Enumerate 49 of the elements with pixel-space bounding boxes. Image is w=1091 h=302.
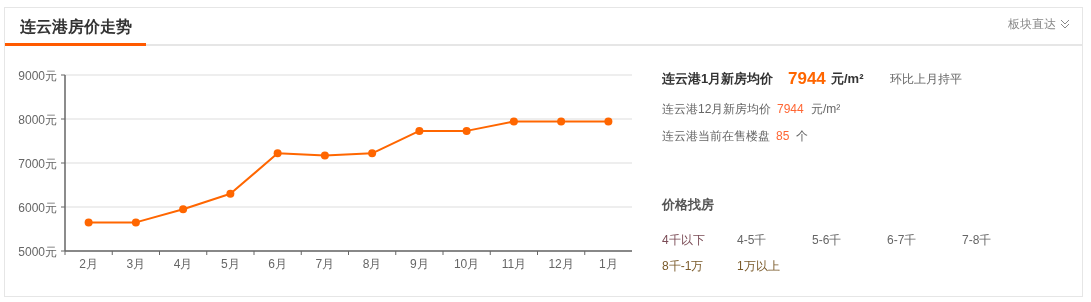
x-tick-label: 6月 xyxy=(268,257,287,271)
x-tick-label: 4月 xyxy=(173,257,193,271)
text: 6-7千 xyxy=(887,233,917,247)
text: 元/m² xyxy=(830,71,865,86)
x-tick-label: 10月 xyxy=(453,257,480,271)
x-tick-label: 1月 xyxy=(599,257,618,271)
point xyxy=(226,189,235,198)
text: 元/m² xyxy=(811,102,841,116)
x-tick-label: 5月 xyxy=(221,257,240,271)
y-tick-label: 8000元 xyxy=(18,113,57,127)
text: 环比上月持平 xyxy=(890,72,962,86)
point xyxy=(604,117,613,126)
point xyxy=(462,126,471,135)
point xyxy=(415,126,424,135)
point xyxy=(509,117,518,126)
point xyxy=(368,149,377,158)
text: 连云港当前在售楼盘 xyxy=(662,129,770,143)
y-tick-label: 5000元 xyxy=(18,245,57,259)
y-tick-label: 6000元 xyxy=(18,201,57,215)
text: 85 xyxy=(776,129,790,143)
text: 7944 xyxy=(788,69,827,88)
y-tick-label: 9000元 xyxy=(18,69,57,83)
point xyxy=(320,151,329,160)
text: 7-8千 xyxy=(962,233,992,247)
x-tick-label: 2月 xyxy=(79,257,98,271)
x-tick-label: 7月 xyxy=(315,257,335,271)
text: 价格找房 xyxy=(661,197,714,212)
text: 8千-1万 xyxy=(662,259,704,273)
x-tick-label: 12月 xyxy=(548,257,574,271)
y-tick-label: 7000元 xyxy=(18,157,57,171)
text: 连云港1月新房均价 xyxy=(661,71,775,86)
x-tick-label: 9月 xyxy=(410,257,429,271)
text: 1万以上 xyxy=(737,259,780,273)
text: 7944 xyxy=(777,102,805,116)
x-tick-label: 8月 xyxy=(362,257,382,271)
text: 4千以下 xyxy=(662,233,705,247)
text: 4-5千 xyxy=(737,233,767,247)
point xyxy=(557,117,566,126)
point xyxy=(84,218,93,227)
point xyxy=(131,218,140,227)
x-tick-label: 3月 xyxy=(126,257,146,271)
point xyxy=(179,205,188,214)
text: 连云港12月新房均价 xyxy=(662,102,772,116)
text: 板块直达 xyxy=(1007,17,1056,31)
text: 个 xyxy=(796,129,808,143)
x-tick-label: 11月 xyxy=(501,257,527,271)
text: 5-6千 xyxy=(812,233,842,247)
point xyxy=(273,149,282,158)
chart-title: 连云港房价走势 xyxy=(19,17,132,35)
